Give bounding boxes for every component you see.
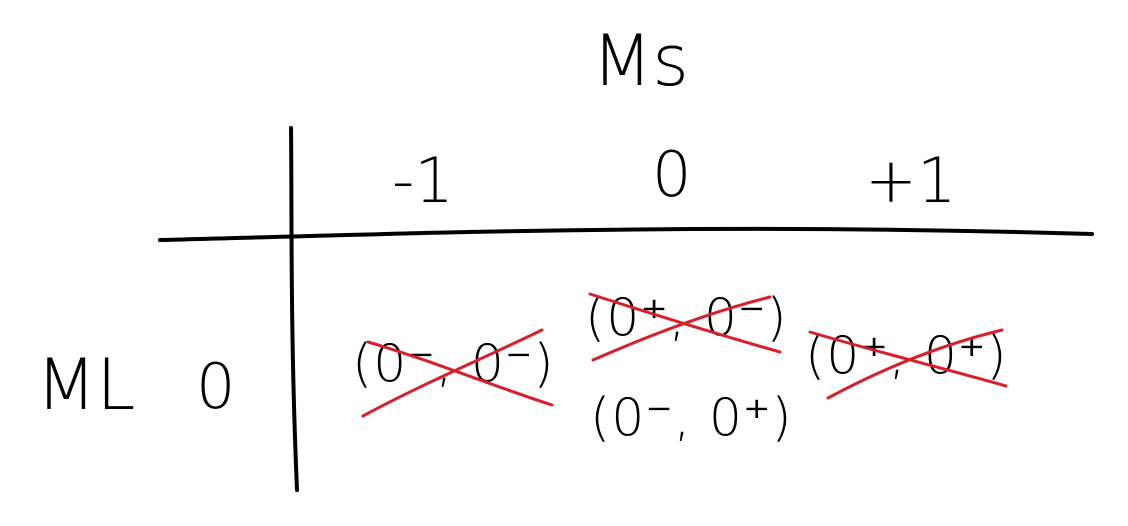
column-header-zero: 0: [652, 138, 692, 211]
row-header-zero: 0: [196, 350, 236, 423]
column-axis-label: Ms: [592, 20, 689, 102]
strike-cell-zero: [588, 292, 782, 362]
cell-zero-entry-kept: (0⁻, 0⁺): [590, 388, 793, 448]
strike-cell-minus-one: [361, 328, 554, 418]
column-header-plus-one: +1: [865, 144, 957, 217]
horizontal-divider: [158, 226, 1094, 242]
row-axis-label: ML: [36, 344, 136, 426]
column-header-minus-one: -1: [392, 144, 454, 217]
vertical-divider: [289, 126, 299, 492]
strike-cell-plus-one: [808, 328, 1008, 400]
